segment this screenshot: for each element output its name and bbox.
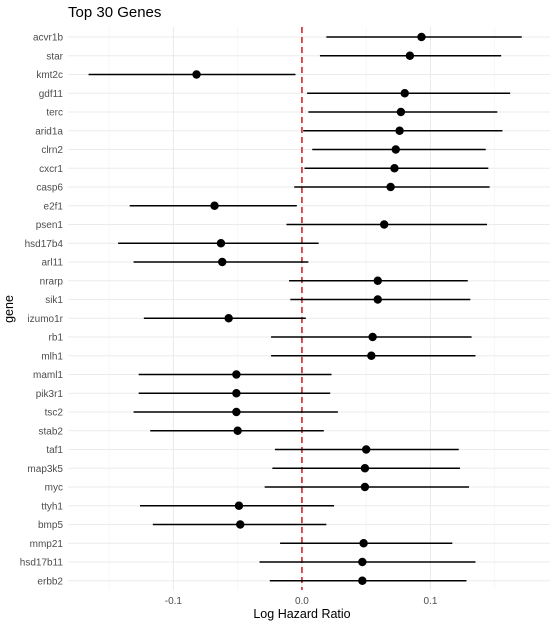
y-tick-label-clrn2: clrn2: [41, 145, 63, 156]
y-tick-label-acvr1b: acvr1b: [33, 33, 63, 44]
y-tick-label-e2f1: e2f1: [44, 201, 64, 212]
y-tick-label-terc: terc: [46, 108, 63, 119]
point-myc: [360, 482, 370, 492]
point-hsd17b4: [216, 239, 226, 248]
y-tick-label-ttyh1: ttyh1: [41, 501, 63, 512]
x-axis-title: Log Hazard Ratio: [253, 607, 350, 621]
y-tick-label-izumo1r: izumo1r: [27, 314, 63, 325]
y-tick-label-mmp21: mmp21: [30, 539, 64, 550]
point-gdf11: [400, 89, 409, 98]
point-acvr1b: [417, 32, 426, 42]
y-tick-label-hsd17b11: hsd17b11: [20, 558, 64, 569]
point-mmp21: [359, 539, 368, 548]
point-terc: [396, 107, 406, 117]
y-tick-label-arl11: arl11: [42, 258, 64, 269]
point-maml1: [232, 370, 241, 379]
point-pik3r1: [232, 389, 241, 398]
point-rb1: [368, 332, 377, 342]
y-tick-label-casp6: casp6: [36, 183, 63, 194]
y-tick-label-sik1: sik1: [45, 295, 63, 306]
point-e2f1: [210, 201, 219, 210]
y-tick-label-myc: myc: [45, 483, 63, 494]
point-sik1: [373, 295, 382, 304]
point-hsd17b11: [358, 557, 367, 567]
y-tick-label-cxcr1: cxcr1: [39, 164, 63, 175]
point-clrn2: [391, 145, 400, 154]
x-tick-label: -0.1: [165, 596, 183, 607]
x-axis-labels: -0.1 0.0 0.1: [165, 596, 438, 607]
y-tick-label-hsd17b4: hsd17b4: [25, 239, 64, 250]
y-tick-label-stab2: stab2: [39, 426, 64, 437]
y-tick-label-tsc2: tsc2: [45, 408, 64, 419]
point-layer: [192, 32, 426, 585]
point-bmp5: [236, 520, 245, 529]
point-arid1a: [395, 126, 404, 135]
y-tick-label-psen1: psen1: [36, 220, 64, 231]
point-mlh1: [367, 351, 376, 360]
y-tick-label-maml1: maml1: [33, 370, 63, 381]
point-izumo1r: [224, 314, 233, 323]
y-tick-label-pik3r1: pik3r1: [36, 389, 64, 400]
interval-layer: [88, 36, 522, 582]
y-tick-label-arid1a: arid1a: [35, 126, 63, 137]
point-taf1: [361, 445, 371, 454]
point-tsc2: [232, 407, 241, 417]
point-arl11: [218, 257, 227, 267]
y-axis-labels: acvr1b star kmt2c gdf11 terc arid1a clrn2 cxcr1…: [20, 33, 64, 588]
y-tick-label-star: star: [46, 51, 63, 62]
point-kmt2c: [192, 70, 201, 79]
y-tick-label-erbb2: erbb2: [37, 576, 63, 587]
y-tick-label-gdf11: gdf11: [39, 89, 64, 100]
y-tick-label-bmp5: bmp5: [38, 520, 63, 531]
y-tick-label-mlh1: mlh1: [41, 351, 63, 362]
y-tick-label-nrarp: nrarp: [40, 276, 64, 287]
x-tick-label: 0.1: [424, 596, 438, 607]
point-casp6: [386, 182, 395, 192]
point-cxcr1: [390, 164, 399, 173]
y-tick-label-taf1: taf1: [46, 445, 63, 456]
point-star: [405, 51, 415, 60]
y-tick-label-map3k5: map3k5: [27, 464, 63, 475]
point-ttyh1: [234, 501, 244, 510]
chart-title: Top 30 Genes: [68, 4, 161, 21]
point-stab2: [233, 426, 242, 435]
point-erbb2: [358, 576, 367, 585]
point-nrarp: [373, 276, 382, 285]
point-map3k5: [360, 464, 370, 473]
x-tick-label: 0.0: [295, 596, 309, 607]
y-tick-label-rb1: rb1: [49, 333, 64, 344]
y-tick-label-kmt2c: kmt2c: [36, 70, 63, 81]
y-axis-title: gene: [2, 295, 16, 323]
point-psen1: [379, 220, 389, 229]
